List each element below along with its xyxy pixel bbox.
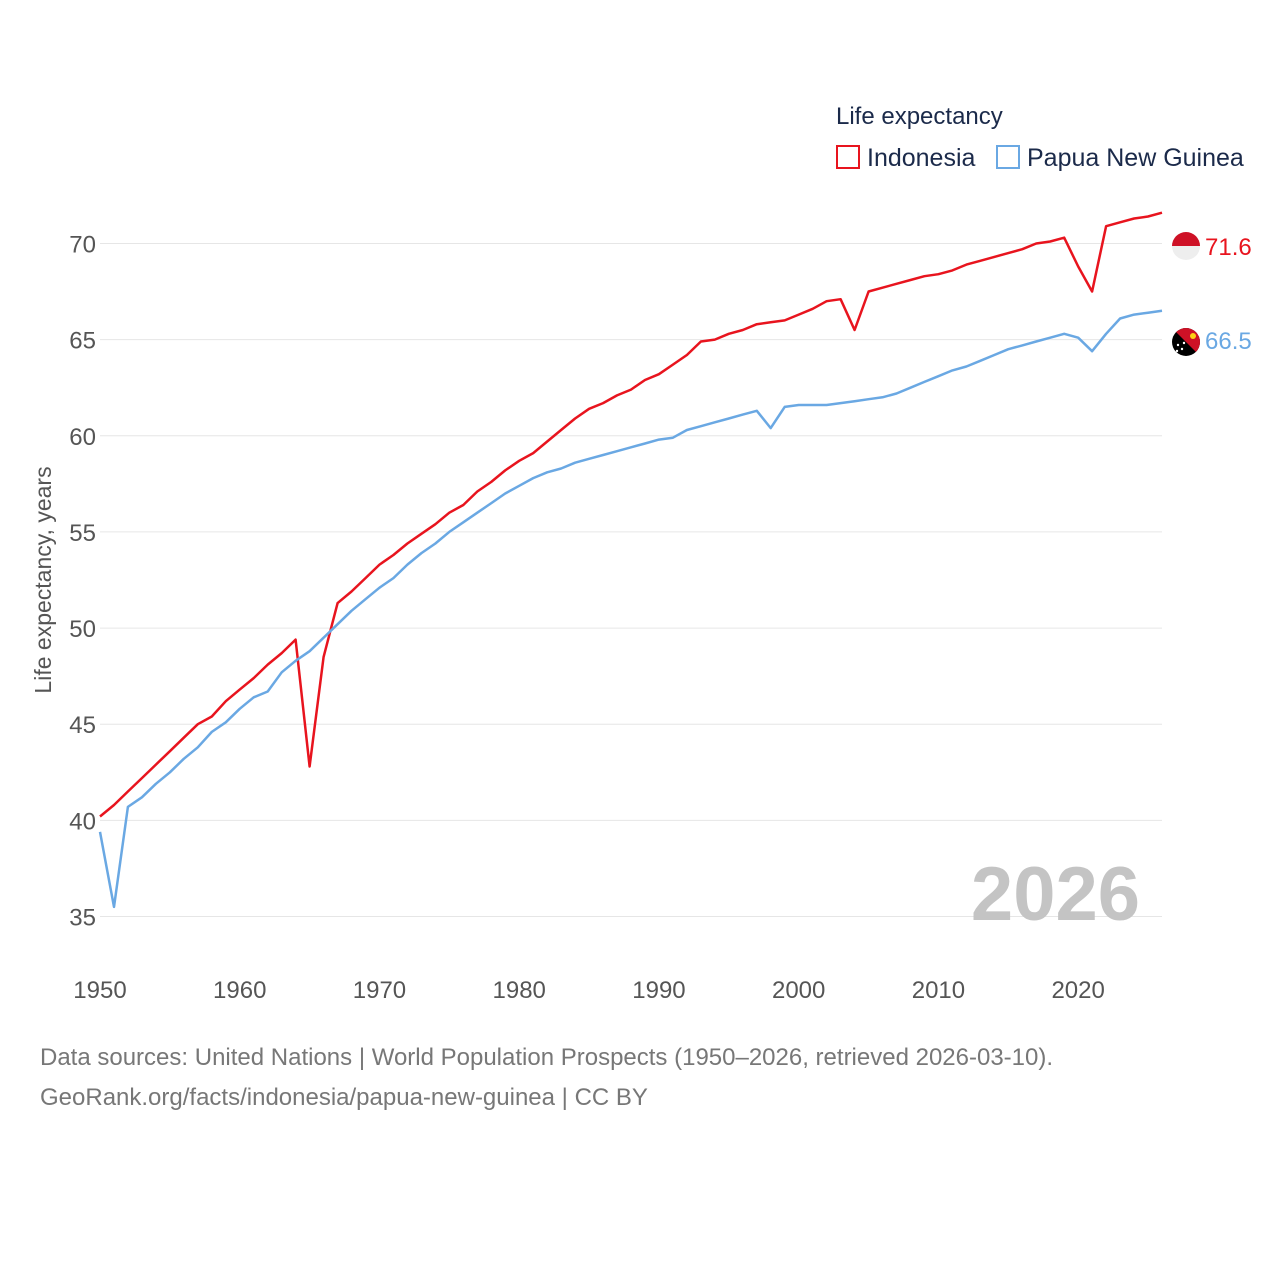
legend-title: Life expectancy [836,103,1003,130]
series-lines [98,211,1163,909]
x-tick-label: 1970 [353,977,406,1004]
x-tick-label: 1950 [73,977,126,1004]
end-label-papua-new-guinea: 66.5 [1205,328,1252,355]
x-tick-label: 2010 [912,977,965,1004]
y-axis-label: Life expectancy, years [30,466,56,693]
x-tick-label: 1960 [213,977,266,1004]
x-axis-ticks: 1950 1960 1970 1980 1990 2000 2010 2020 [73,977,1105,1004]
legend-swatch-papua-new-guinea[interactable] [996,145,1020,169]
y-tick-label: 40 [69,808,96,835]
y-tick-label: 55 [69,520,96,547]
y-tick-label: 70 [69,231,96,258]
x-tick-label: 1980 [493,977,546,1004]
gridlines [100,242,1162,918]
x-tick-label: 2020 [1051,977,1104,1004]
legend: Life expectancy Indonesia Papua New Guin… [836,103,1244,172]
footer-data-sources: Data sources: United Nations | World Pop… [40,1044,1054,1071]
y-tick-label: 45 [69,712,96,739]
legend-swatch-indonesia[interactable] [836,145,860,169]
y-tick-label: 65 [69,328,96,355]
footer-source-link[interactable]: GeoRank.org/facts/indonesia/papua-new-gu… [40,1084,648,1111]
indonesia-flag-icon [1172,232,1200,260]
y-tick-label: 50 [69,616,96,643]
end-label-indonesia: 71.6 [1205,234,1252,261]
legend-label-indonesia[interactable]: Indonesia [867,144,976,172]
y-tick-label: 35 [69,905,96,932]
series-line-indonesia[interactable] [99,211,1163,818]
current-year-watermark: 2026 [971,852,1140,937]
legend-label-papua-new-guinea[interactable]: Papua New Guinea [1027,144,1244,172]
life-expectancy-chart: 35 40 45 50 55 60 65 70 1950 1960 1970 1980 1990 200… [30,103,1252,1004]
y-axis-ticks: 35 40 45 50 55 60 65 70 [69,231,96,931]
x-tick-label: 2000 [772,977,825,1004]
y-tick-label: 60 [69,424,96,451]
x-tick-label: 1990 [632,977,685,1004]
series-line-papua-new-guinea[interactable] [98,309,1163,909]
papua-new-guinea-flag-icon [1172,328,1200,356]
